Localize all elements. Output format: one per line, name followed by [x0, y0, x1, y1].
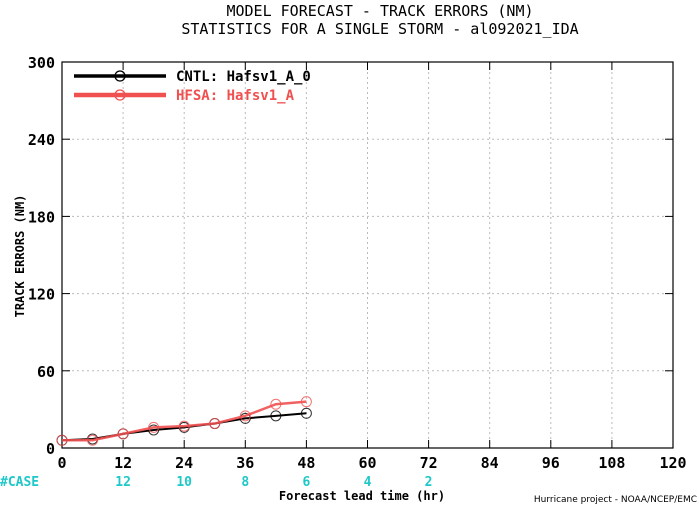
case-count: 10 [176, 475, 192, 490]
x-tick-label: 72 [420, 454, 438, 472]
legend: CNTL: Hafsv1_A_0 HFSA: Hafsv1_A [74, 69, 311, 104]
case-count: 12 [115, 475, 131, 490]
x-tick-label: 84 [481, 454, 499, 472]
x-tick-label: 60 [358, 454, 376, 472]
data-point [300, 407, 312, 419]
y-tick-label: 240 [28, 131, 55, 149]
x-tick-label: 96 [542, 454, 560, 472]
axes [61, 61, 674, 449]
data-point [56, 434, 68, 446]
grid-lines [62, 62, 673, 448]
data-point [148, 421, 160, 433]
legend-marker [114, 89, 126, 101]
x-tick-labels: 0 12 24 36 48 60 72 84 96 108 120 [57, 454, 686, 472]
legend-marker [114, 70, 126, 82]
case-counts: #CASE 12 10 8 6 4 2 [0, 475, 433, 490]
data-point [270, 410, 282, 422]
x-tick-label: 120 [659, 454, 686, 472]
series-line [62, 400, 307, 442]
data-point [270, 398, 282, 410]
data-point [117, 428, 129, 440]
x-axis-label: Forecast lead time (hr) [279, 489, 445, 503]
case-count: 4 [364, 475, 372, 490]
x-tick-label: 36 [236, 454, 254, 472]
y-axis-label: TRACK ERRORS (NM) [13, 195, 27, 318]
x-tick-label: 12 [114, 454, 132, 472]
x-tick-label: 24 [175, 454, 193, 472]
chart-title: MODEL FORECAST - TRACK ERRORS (NM) [226, 2, 533, 20]
plot-frame [61, 61, 674, 449]
y-tick-label: 0 [46, 440, 55, 458]
case-count: 8 [241, 475, 249, 490]
y-tick-label: 180 [28, 208, 55, 226]
series-group [56, 396, 312, 446]
data-point [87, 434, 99, 446]
y-tick-label: 120 [28, 286, 55, 304]
series-hfsa [56, 396, 312, 446]
chart-subtitle: STATISTICS FOR A SINGLE STORM - al092021… [181, 20, 578, 38]
data-point [239, 412, 251, 424]
y-tick-label: 60 [37, 363, 55, 381]
credit-text: Hurricane project - NOAA/NCEP/EMC [534, 495, 697, 505]
data-point [178, 420, 190, 432]
data-point [209, 418, 221, 430]
case-count: 6 [302, 475, 310, 490]
y-tick-label: 300 [28, 54, 55, 72]
data-point [148, 424, 160, 436]
x-tick-label: 0 [57, 454, 66, 472]
data-point [300, 396, 312, 408]
x-tick-label: 48 [297, 454, 315, 472]
case-header: #CASE [0, 475, 39, 490]
legend-label: CNTL: Hafsv1_A_0 [176, 69, 311, 85]
x-tick-label: 108 [598, 454, 625, 472]
data-point [239, 410, 251, 422]
y-tick-labels: 0 60 120 180 240 300 [28, 54, 55, 458]
legend-label: HFSA: Hafsv1_A [176, 88, 295, 104]
case-count: 2 [425, 475, 433, 490]
